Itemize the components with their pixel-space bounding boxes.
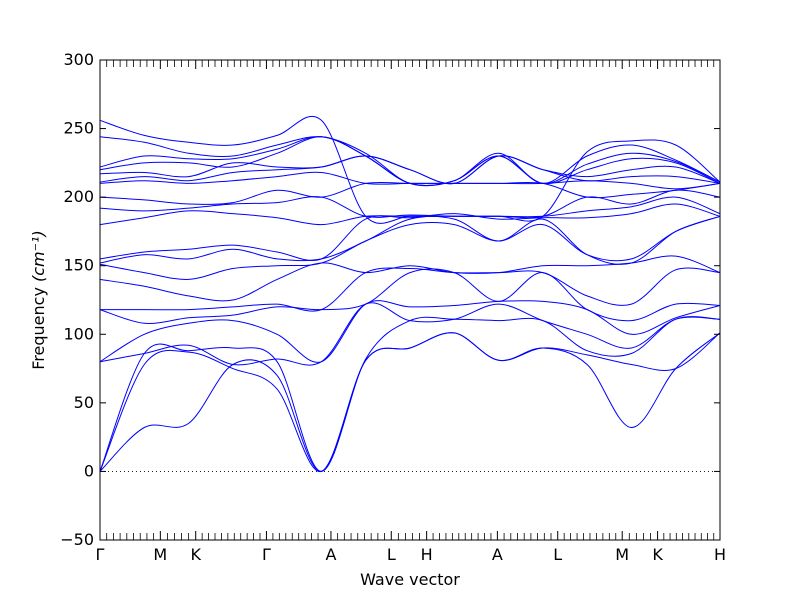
phonon-branch-9 bbox=[99, 215, 721, 280]
plot-frame bbox=[99, 59, 721, 541]
x-tick-label: Γ bbox=[96, 545, 105, 564]
x-tick-label: H bbox=[714, 545, 726, 564]
y-axis-label-text: Frequency bbox=[29, 287, 48, 370]
x-tick-label: L bbox=[387, 545, 396, 564]
phonon-branch-3 bbox=[99, 316, 721, 472]
y-tick-label: 200 bbox=[63, 187, 94, 206]
phonon-branch-21 bbox=[99, 115, 721, 224]
x-tick-label: L bbox=[553, 545, 562, 564]
x-tick-label: H bbox=[421, 545, 433, 564]
y-tick-label: 0 bbox=[84, 461, 94, 480]
series-group bbox=[99, 115, 721, 472]
x-tick-label: A bbox=[492, 545, 503, 564]
y-tick-label: 150 bbox=[63, 256, 94, 275]
phonon-branch-7 bbox=[99, 267, 721, 312]
phonon-branch-5 bbox=[99, 300, 721, 363]
phonon-branch-4 bbox=[99, 302, 721, 366]
phonon-branch-17 bbox=[99, 155, 721, 185]
y-tick-label: 100 bbox=[63, 324, 94, 343]
plot-area bbox=[100, 60, 720, 540]
phonon-branch-2 bbox=[99, 332, 721, 472]
phonon-branch-13 bbox=[99, 189, 721, 219]
x-tick-label: K bbox=[190, 545, 201, 564]
phonon-branch-10 bbox=[99, 215, 721, 265]
x-tick-label: M bbox=[615, 545, 629, 564]
y-axis-label-unit: (cm⁻¹) bbox=[29, 230, 48, 282]
phonon-branch-20 bbox=[99, 136, 721, 187]
y-axis-label: Frequency (cm⁻¹) bbox=[29, 230, 48, 369]
phonon-branch-6 bbox=[99, 268, 721, 325]
x-tick-label: Γ bbox=[262, 545, 271, 564]
y-tick-label: 300 bbox=[63, 50, 94, 69]
y-tick-label: −50 bbox=[60, 530, 94, 549]
x-tick-label: M bbox=[153, 545, 167, 564]
x-tick-label: A bbox=[325, 545, 336, 564]
y-tick-label: 250 bbox=[63, 119, 94, 138]
x-tick-label: K bbox=[652, 545, 663, 564]
x-axis-label: Wave vector bbox=[360, 570, 460, 589]
phonon-branch-11 bbox=[99, 203, 721, 261]
y-tick-label: 50 bbox=[74, 393, 94, 412]
